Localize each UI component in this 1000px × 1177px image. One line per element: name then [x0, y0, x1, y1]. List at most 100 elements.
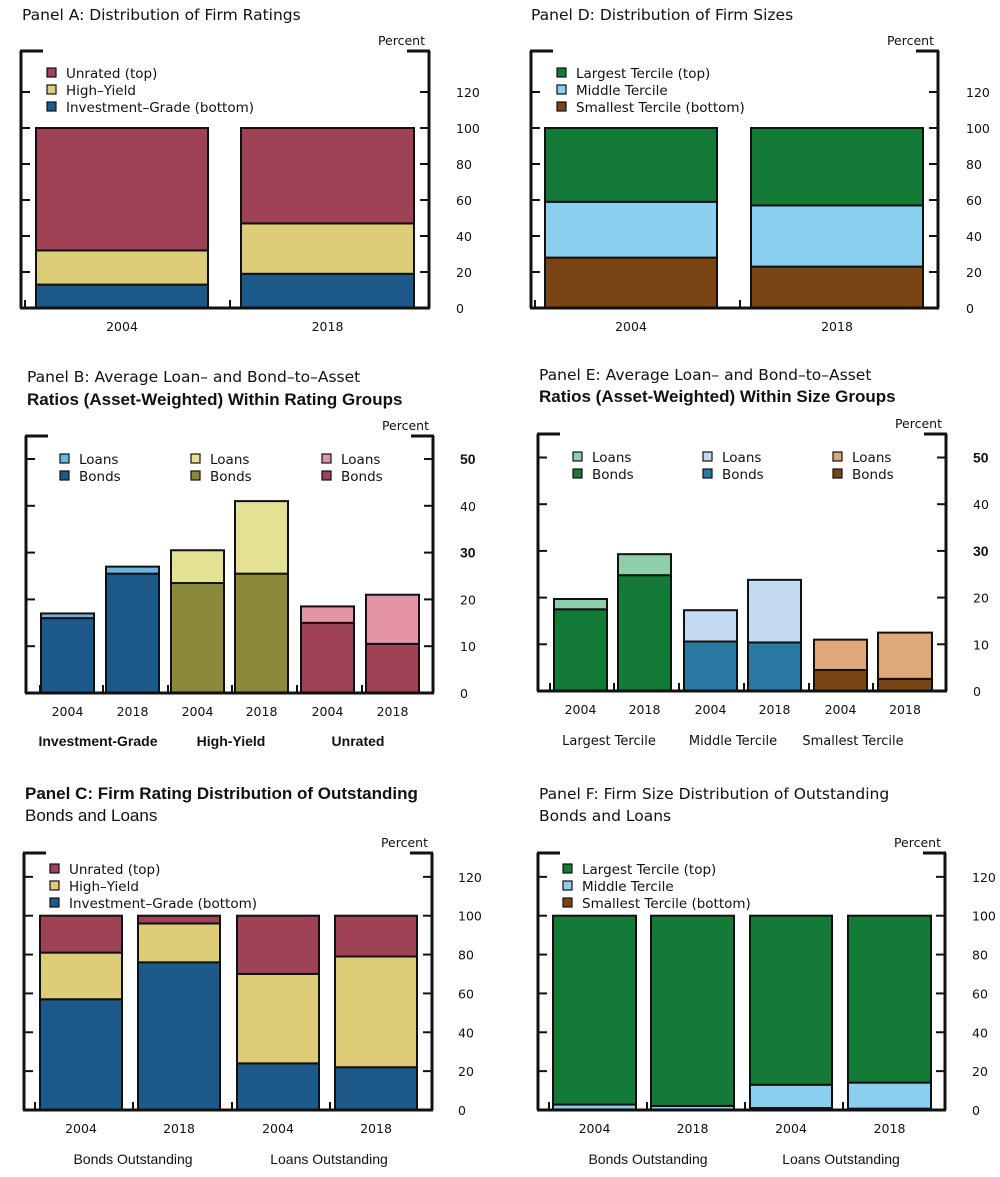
panel-d: Panel D: Distribution of Firm Sizes Perce…: [529, 6, 990, 334]
bar-segment-bonds: [300, 621, 355, 694]
y-tick-label: 20: [456, 265, 472, 280]
y-tick-label: 0: [972, 1103, 980, 1118]
legend-swatch: [556, 67, 567, 78]
y-tick-label: 100: [972, 909, 996, 924]
y-tick-label: 0: [458, 1103, 466, 1118]
legend-label: Bonds: [592, 467, 634, 483]
y-tick-label: 100: [458, 909, 482, 924]
legend-label: Bonds: [722, 467, 764, 483]
x-tick-label: 2004: [65, 1121, 97, 1136]
legend-swatch: [46, 67, 57, 78]
legend-label: Loans: [592, 450, 631, 466]
y-tick-label: 30: [973, 543, 989, 559]
bar-segment-middle-tercile: [749, 1083, 833, 1110]
legend-swatch: [321, 470, 332, 481]
legend-swatch: [190, 453, 201, 464]
legend-label: Smallest Tercile (bottom): [582, 896, 751, 912]
panel-a: Panel A: Distribution of Firm Ratings Per…: [19, 6, 480, 334]
y-tick-label: 100: [966, 121, 990, 136]
group-label: Loans Outstanding: [270, 1151, 388, 1167]
bar-segment-high-yield: [39, 951, 123, 1001]
legend: Largest Tercile (top)Middle TercileSmall…: [556, 66, 745, 116]
bar-segment-unrated-top: [334, 914, 418, 958]
bar-segment-bonds: [877, 677, 933, 692]
legend-swatch: [46, 84, 57, 95]
y-tick-label: 50: [460, 451, 476, 467]
bar-segment-bonds: [813, 668, 868, 692]
group-label: Bonds Outstanding: [588, 1151, 707, 1167]
y-tick-label: 40: [973, 497, 989, 512]
y-tick-label: 80: [972, 948, 988, 963]
x-tick-label: 2018: [246, 704, 278, 719]
y-tick-label: 60: [456, 193, 472, 208]
legend-swatch: [46, 101, 57, 112]
group-label: Loans Outstanding: [782, 1151, 900, 1167]
x-tick-label: 2018: [821, 319, 853, 334]
legend-swatch: [556, 101, 567, 112]
bar-segment-unrated-top: [240, 127, 415, 225]
bar-segment-loans: [170, 549, 225, 585]
legend-swatch: [49, 880, 60, 891]
y-tick-label: 30: [460, 545, 476, 561]
legend-label: Loans: [722, 450, 761, 466]
x-tick-label: 2018: [163, 1121, 195, 1136]
bar-segment-largest-tercile-top: [650, 914, 735, 1107]
legend-label: Investment–Grade (bottom): [66, 100, 254, 116]
panel-b: Panel B: Average Loan– and Bond–to–Asset…: [24, 368, 476, 749]
bar-segment-bonds: [40, 617, 95, 694]
legend: Unrated (top)High–YieldInvestment–Grade …: [49, 862, 257, 912]
bar-segment-loans: [813, 638, 868, 671]
bar-segment-unrated-top: [137, 914, 221, 925]
y-axis-unit-label: Percent: [382, 418, 429, 433]
bar-segment-investment-grade-bottom: [240, 272, 415, 309]
bar-segment-loans: [683, 609, 738, 643]
bar-segment-middle-tercile: [544, 200, 718, 259]
bar-segment-loans: [300, 605, 355, 624]
x-tick-label: 2018: [677, 1121, 709, 1136]
y-tick-label: 100: [456, 121, 480, 136]
legend-swatch: [59, 453, 70, 464]
y-axis-unit-label: Percent: [378, 33, 425, 48]
bar-segment-high-yield: [236, 972, 320, 1065]
bar-segment-loans: [40, 612, 95, 620]
legend-label: Middle Tercile: [582, 879, 674, 895]
legend-label: Largest Tercile (top): [576, 66, 710, 82]
panel-title: Bonds and Loans: [25, 806, 157, 825]
bar-segment-unrated-top: [39, 914, 123, 954]
bar-segment-bonds: [234, 572, 289, 694]
x-tick-label: 2004: [182, 704, 214, 719]
legend-label: Loans: [79, 452, 118, 468]
legend-swatch: [832, 468, 843, 479]
y-tick-label: 80: [456, 157, 472, 172]
bar-segment-loans: [365, 593, 420, 645]
x-tick-label: 2004: [262, 1121, 294, 1136]
bar-segment-loans: [877, 631, 933, 680]
bar-segment-bonds: [553, 608, 608, 693]
y-tick-label: 20: [966, 265, 982, 280]
bar-segment-unrated-top: [35, 127, 209, 252]
legend-swatch: [702, 451, 713, 462]
x-tick-label: 2004: [106, 319, 138, 334]
y-tick-label: 0: [966, 301, 974, 316]
bar-segment-smallest-tercile-bottom: [750, 265, 924, 310]
legend-label: Unrated (top): [66, 66, 157, 82]
legend-label: Smallest Tercile (bottom): [576, 100, 745, 116]
bar-segment-smallest-tercile-bottom: [544, 256, 718, 310]
y-tick-label: 120: [458, 870, 482, 885]
bar-segment-investment-grade-bottom: [39, 998, 123, 1112]
y-tick-label: 40: [966, 229, 982, 244]
legend-swatch: [190, 470, 201, 481]
x-tick-label: 2004: [565, 702, 597, 717]
legend-swatch: [562, 880, 573, 891]
y-tick-label: 40: [972, 1025, 988, 1040]
legend-label: High–Yield: [69, 879, 139, 895]
x-tick-label: 2018: [312, 319, 344, 334]
y-tick-label: 80: [966, 157, 982, 172]
legend-label: Investment–Grade (bottom): [69, 896, 257, 912]
bar-segment-loans: [234, 500, 289, 575]
bar-segment-loans: [617, 553, 672, 577]
panel-e: Panel E: Average Loan– and Bond–to–Asset…: [536, 366, 989, 749]
legend: Largest Tercile (top)Middle TercileSmall…: [562, 862, 751, 912]
